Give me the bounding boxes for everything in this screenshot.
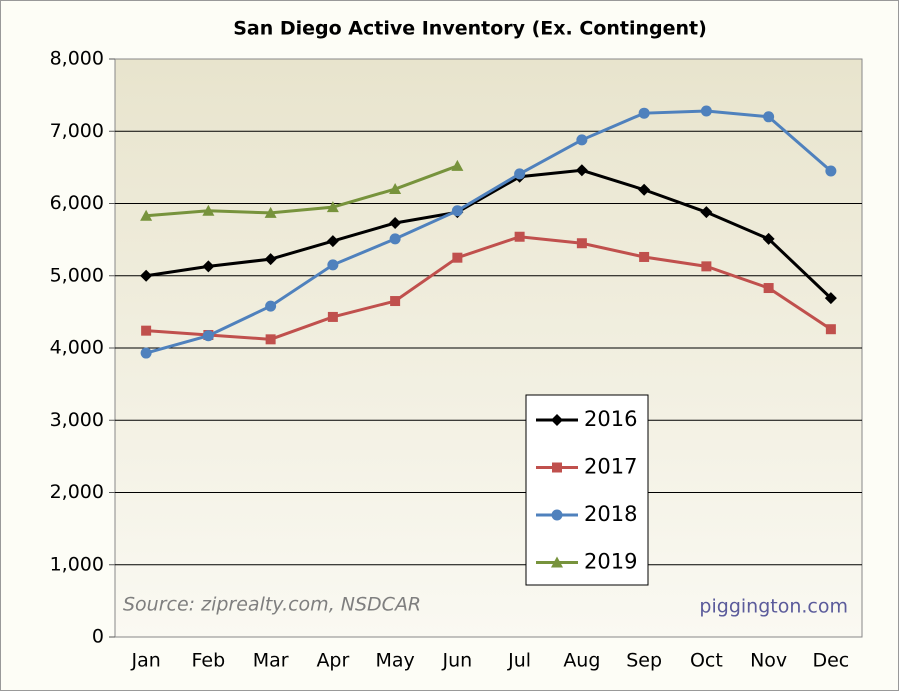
- x-tick-label: Mar: [253, 650, 289, 672]
- source-note: Source: ziprealty.com, NSDCAR: [123, 594, 421, 616]
- x-tick-label: Jul: [507, 650, 531, 672]
- y-tick-label: 1,000: [50, 553, 104, 575]
- legend-label: 2016: [584, 407, 637, 431]
- marker: [326, 201, 339, 213]
- marker: [141, 325, 152, 336]
- x-tick-label: Aug: [563, 650, 600, 672]
- series-line: [145, 109, 832, 355]
- marker: [140, 269, 153, 282]
- marker: [514, 231, 525, 242]
- y-tick-label: 6,000: [50, 192, 104, 214]
- marker: [762, 232, 775, 245]
- marker: [514, 168, 526, 180]
- y-tick-label: 8,000: [50, 48, 104, 70]
- marker: [202, 260, 215, 273]
- series: [140, 164, 837, 305]
- marker: [202, 330, 214, 342]
- marker: [825, 324, 836, 335]
- series-line: [146, 235, 832, 341]
- marker: [552, 462, 562, 473]
- x-tick-label: Oct: [690, 650, 723, 672]
- marker: [327, 311, 338, 322]
- marker: [264, 253, 277, 266]
- legend-label: 2019: [584, 550, 637, 574]
- y-tick-label: 7,000: [50, 120, 104, 142]
- marker: [576, 238, 587, 249]
- marker: [326, 235, 339, 248]
- series: [140, 105, 837, 359]
- marker: [389, 217, 402, 230]
- series: [140, 159, 464, 221]
- y-tick-label: 3,000: [50, 409, 104, 431]
- marker: [551, 509, 563, 521]
- y-tick-label: 5,000: [50, 264, 104, 286]
- marker: [763, 283, 774, 294]
- x-tick-label: Nov: [750, 650, 787, 672]
- marker: [639, 251, 650, 262]
- marker: [451, 159, 464, 171]
- marker: [140, 347, 152, 359]
- marker: [701, 261, 712, 272]
- marker: [700, 105, 712, 117]
- y-tick-label: 2,000: [50, 481, 104, 503]
- y-tick-label: 4,000: [50, 337, 104, 359]
- marker: [638, 183, 651, 196]
- marker: [551, 414, 563, 426]
- marker: [824, 292, 837, 305]
- legend-label: 2018: [584, 502, 637, 526]
- marker: [763, 111, 775, 123]
- marker: [638, 107, 650, 119]
- marker: [389, 233, 401, 245]
- marker: [825, 165, 837, 177]
- x-tick-label: Sep: [626, 650, 662, 672]
- marker: [700, 206, 713, 219]
- series: [141, 231, 836, 345]
- x-tick-label: May: [375, 650, 414, 672]
- chart-title: San Diego Active Inventory (Ex. Continge…: [233, 18, 707, 40]
- series-line: [146, 164, 458, 218]
- y-tick-label: 0: [92, 626, 104, 648]
- site-note: piggington.com: [699, 596, 848, 618]
- x-tick-label: Dec: [812, 650, 849, 672]
- marker: [575, 164, 588, 177]
- series-line: [145, 168, 832, 300]
- x-tick-label: Jan: [130, 650, 160, 672]
- marker: [451, 205, 463, 217]
- x-tick-label: Feb: [192, 650, 226, 672]
- legend-label: 2017: [584, 455, 637, 479]
- marker: [264, 206, 277, 218]
- marker: [202, 204, 215, 216]
- x-tick-label: Jun: [442, 650, 473, 672]
- marker: [265, 334, 276, 345]
- marker: [389, 183, 402, 195]
- marker: [390, 296, 401, 307]
- marker: [327, 259, 339, 271]
- legend-box: [525, 394, 649, 586]
- marker: [265, 300, 277, 312]
- x-tick-label: Apr: [316, 650, 349, 672]
- marker: [452, 252, 463, 263]
- marker: [140, 209, 153, 221]
- marker: [551, 556, 563, 568]
- marker: [576, 134, 588, 146]
